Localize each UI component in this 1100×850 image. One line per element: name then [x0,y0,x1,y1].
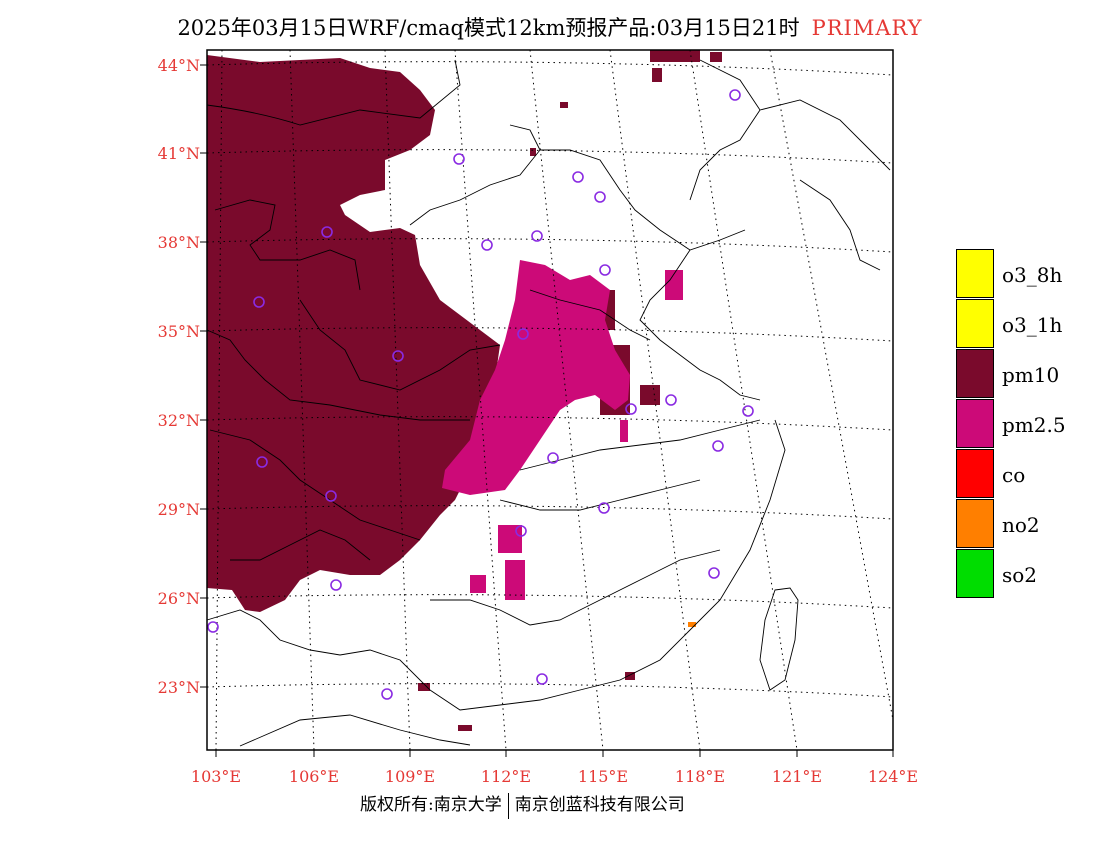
lat-label: 32°N [157,411,200,430]
legend-label-pm10: pm10 [1002,363,1060,387]
footer-divider [507,792,509,819]
legend-swatch-pm10 [956,349,994,398]
lat-label: 23°N [157,678,200,697]
latitude-gridlines [206,61,894,698]
station-marker [453,153,465,165]
station-marker [253,296,265,308]
station-marker [207,621,219,633]
station-marker [572,171,584,183]
station-marker [547,452,559,464]
lon-label: 124°E [867,767,919,786]
station-marker [708,567,720,579]
legend-label-so2: so2 [1002,563,1038,587]
station-marker [481,239,493,251]
station-marker [330,579,342,591]
legend-label-no2: no2 [1002,513,1040,537]
lon-label: 103°E [190,767,242,786]
lon-label: 106°E [288,767,340,786]
map-title: 2025年03月15日WRF/cmaq模式12km预报产品:03月15日21时 P… [0,12,1100,42]
lat-label: 26°N [157,589,200,608]
lat-label: 38°N [157,233,200,252]
station-marker [321,226,333,238]
copyright-left: 版权所有:南京大学 [360,795,502,815]
station-marker [712,440,724,452]
copyright-right: 南京创蓝科技有限公司 [514,795,685,815]
station-marker [599,264,611,276]
legend-label-pm25: pm2.5 [1002,413,1066,437]
lon-label: 121°E [771,767,823,786]
title-main: 2025年03月15日WRF/cmaq模式12km预报产品:03月15日21时 [177,16,800,40]
legend-swatch-o3-8h [956,249,994,298]
station-marker [594,191,606,203]
map-frame [206,49,894,751]
copyright-footer: 版权所有:南京大学 南京创蓝科技有限公司 [360,790,685,819]
lon-label: 112°E [480,767,532,786]
legend-swatch-o3-1h [956,299,994,348]
station-marker [515,525,527,537]
no2-spot [688,622,696,627]
lat-label: 41°N [157,144,200,163]
longitude-gridlines [215,49,894,751]
boundary-lines [206,59,891,747]
axis-ticks [200,64,894,757]
legend-swatch-no2 [956,499,994,548]
station-marker [665,394,677,406]
station-marker [598,502,610,514]
legend-swatch-co [956,449,994,498]
station-marker [256,456,268,468]
legend-label-o3-1h: o3_1h [1002,313,1063,337]
legend-swatch-pm25 [956,399,994,448]
station-marker [517,328,529,340]
station-marker [325,490,337,502]
lon-label: 118°E [674,767,726,786]
station-marker [625,403,637,415]
lon-label: 109°E [384,767,436,786]
station-marker [531,230,543,242]
lat-label: 29°N [157,500,200,519]
lon-label: 115°E [577,767,629,786]
lat-label: 44°N [157,56,200,75]
station-markers [207,89,754,700]
legend-label-co: co [1002,463,1026,487]
legend-label-o3-8h: o3_8h [1002,263,1063,287]
station-marker [392,350,404,362]
pm25-region [442,260,683,600]
title-tag: PRIMARY [811,16,923,40]
station-marker [729,89,741,101]
station-marker [381,688,393,700]
legend-swatch-so2 [956,549,994,598]
lat-label: 35°N [157,322,200,341]
station-marker [536,673,548,685]
station-marker [742,405,754,417]
